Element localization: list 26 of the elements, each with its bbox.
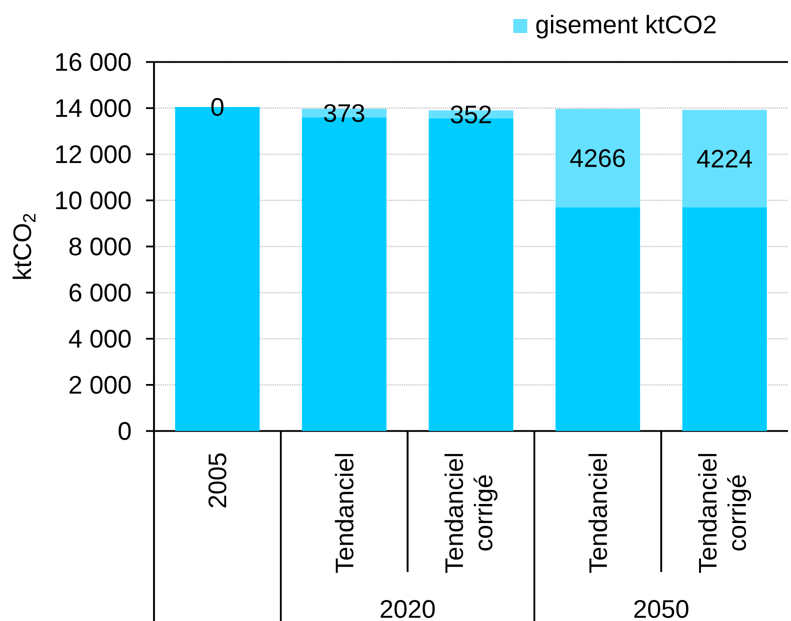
bar bbox=[682, 110, 767, 208]
y-tick-label: 10 000 bbox=[56, 191, 131, 210]
text: 2050 bbox=[634, 600, 688, 618]
bar bbox=[682, 207, 767, 431]
bar bbox=[556, 207, 640, 431]
data-label: 373 bbox=[324, 104, 364, 122]
data-label: 352 bbox=[450, 105, 491, 124]
bar bbox=[556, 108, 640, 208]
y-tick-label: 2 000 bbox=[70, 376, 131, 394]
data-label: 4266 bbox=[570, 149, 625, 168]
y-tick-label: 6 000 bbox=[70, 284, 131, 302]
y-tick-label: 4 000 bbox=[68, 330, 131, 348]
text: 2020 bbox=[380, 600, 435, 618]
x-tick-label: Tendanciel bbox=[334, 454, 354, 573]
y-tick-label: 0 bbox=[118, 422, 131, 440]
x-tick-label: 2005 bbox=[208, 453, 226, 508]
y-tick-label: 8 000 bbox=[69, 238, 131, 256]
y-tick-label: 12 000 bbox=[56, 145, 131, 164]
legend-label: gisement ktCO2 bbox=[536, 14, 716, 39]
x-tick-label: Tendanciel bbox=[588, 454, 608, 573]
data-label: 4224 bbox=[697, 150, 752, 168]
x-tick-label: Tendanciel corrigé bbox=[444, 454, 498, 573]
x-tick-label: Tendanciel corrigé bbox=[698, 454, 752, 573]
y-tick-label: 16 000 bbox=[56, 53, 131, 71]
y-axis-title: ktCO$_{2}$ bbox=[12, 214, 36, 279]
y-tick-label: 14 000 bbox=[56, 99, 131, 118]
